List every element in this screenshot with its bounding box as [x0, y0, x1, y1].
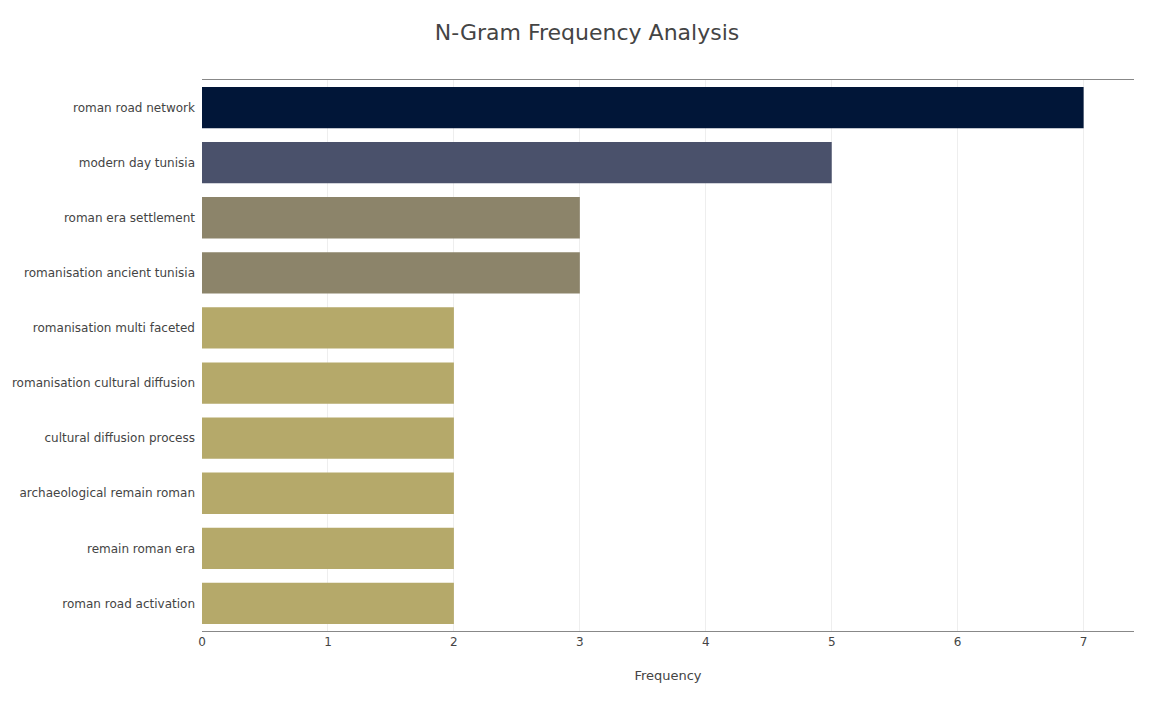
- svg-text:remain roman era: remain roman era: [87, 542, 195, 556]
- svg-text:3: 3: [576, 635, 584, 649]
- svg-text:6: 6: [954, 635, 962, 649]
- svg-text:roman era settlement: roman era settlement: [64, 211, 195, 225]
- svg-text:5: 5: [828, 635, 836, 649]
- svg-text:cultural diffusion process: cultural diffusion process: [44, 431, 195, 445]
- svg-text:archaeological remain roman: archaeological remain roman: [19, 486, 195, 500]
- svg-text:romanisation ancient tunisia: romanisation ancient tunisia: [24, 266, 195, 280]
- svg-text:1: 1: [324, 635, 332, 649]
- svg-text:4: 4: [702, 635, 710, 649]
- svg-text:roman road network: roman road network: [73, 101, 195, 115]
- svg-text:Frequency: Frequency: [634, 668, 701, 683]
- svg-text:romanisation cultural diffusio: romanisation cultural diffusion: [12, 376, 195, 390]
- svg-text:N-Gram Frequency Analysis: N-Gram Frequency Analysis: [435, 20, 740, 45]
- svg-text:2: 2: [450, 635, 458, 649]
- svg-text:romanisation multi faceted: romanisation multi faceted: [33, 321, 195, 335]
- svg-text:0: 0: [198, 635, 206, 649]
- svg-text:modern day tunisia: modern day tunisia: [79, 156, 195, 170]
- svg-text:7: 7: [1080, 635, 1088, 649]
- svg-text:roman road activation: roman road activation: [62, 597, 195, 611]
